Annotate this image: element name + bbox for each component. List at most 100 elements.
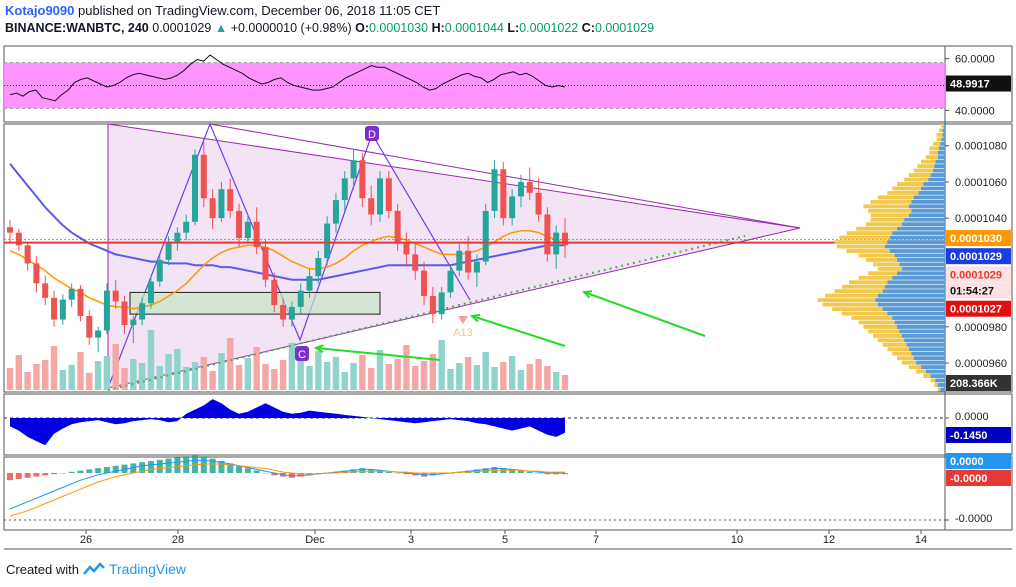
candle-body [535, 192, 542, 215]
volume-profile-up-bar [897, 182, 924, 186]
volume-profile-down-bar [935, 378, 945, 383]
volume-profile-down-bar [940, 141, 945, 146]
macd-histogram-bar [86, 469, 93, 473]
candle-body [324, 223, 331, 258]
tradingview-brand[interactable]: TradingView [108, 561, 187, 577]
candle-body [174, 232, 181, 242]
volume-profile-down-bar [930, 374, 945, 378]
volume-profile-down-bar [911, 208, 945, 213]
volume-profile-down-bar [913, 195, 945, 200]
triangle-pattern [107, 123, 801, 389]
volume-profile-down-bar [942, 132, 945, 137]
price-axis[interactable]: 60.0000 40.0000 48.9917 0.0001080 0.0001060 0… [945, 54, 1011, 525]
volume-bar [323, 362, 331, 390]
volume-bar [517, 370, 525, 390]
volume-bar [33, 364, 40, 390]
osc-frame [3, 393, 1013, 456]
time-tick-label: 10 [731, 534, 743, 546]
volume-profile-up-bar [930, 378, 936, 383]
volume-bar [288, 343, 296, 390]
macd-histogram-bar [359, 468, 366, 473]
volume-profile-down-bar [897, 258, 945, 262]
slow-ma-line [9, 163, 565, 281]
volume-bar [262, 364, 269, 390]
volume-bar [544, 366, 551, 390]
volume-profile-up-bar [877, 195, 914, 200]
macd-histogram-bar [24, 473, 31, 478]
volume-profile-up-bar [868, 271, 897, 276]
oscillator-area [10, 399, 565, 446]
candle-body [465, 250, 472, 273]
volume-profile-up-bar [865, 222, 902, 227]
volume-profile-up-bar [882, 342, 907, 347]
volume-profile-up-bar [868, 208, 912, 213]
macd-histogram-bar [147, 461, 154, 473]
volume-profile-up-bar [909, 173, 931, 177]
time-tick-label: 28 [172, 534, 184, 546]
volume-profile-up-bar [892, 351, 912, 356]
macd-histogram-bar [59, 473, 66, 474]
volume-profile-up-bar [916, 369, 926, 374]
macd-histogram-bar [130, 463, 137, 473]
candle-body [24, 245, 31, 264]
volume-profile-up-bar [937, 387, 941, 392]
candle-body [341, 178, 348, 201]
volume-profile-down-bar [901, 222, 945, 227]
volume-bar [244, 358, 252, 390]
volume-profile-up-bar [863, 325, 897, 329]
annotation-arrow-icon [315, 347, 441, 361]
volume-profile-down-bar [894, 253, 945, 258]
volume-profile-down-bar [892, 231, 945, 236]
macd-histogram-bar [68, 471, 75, 473]
volume-profile-down-bar [933, 168, 945, 173]
last-price: 0.0001029 [152, 21, 212, 35]
macd-histogram-bar [42, 473, 49, 476]
candle-body [526, 181, 533, 193]
candle-body [403, 243, 410, 255]
volume-profile-down-bar [889, 235, 945, 240]
volume-profile-up-bar [933, 141, 941, 146]
change-up-icon: ▲ [214, 21, 228, 35]
volume-profile-up-bar [825, 293, 878, 298]
volume-bar [130, 359, 137, 390]
candle-body [280, 305, 287, 320]
volume-profile-up-bar [822, 302, 878, 307]
volume-profile-down-bar [909, 347, 945, 352]
harmonic-pattern-line [107, 122, 471, 389]
volume-bar [112, 344, 119, 390]
macd-histogram-bar [183, 456, 190, 473]
price-frame [3, 123, 1013, 393]
volume-profile-down-bar [887, 311, 945, 316]
macd-histogram-bar [535, 473, 542, 474]
macd-histogram-bar [218, 461, 225, 473]
volume-profile-down-bar [904, 338, 945, 343]
macd-histogram-bar [562, 473, 568, 475]
macd-histogram-bar [350, 469, 357, 473]
volume-profile-down-bar [897, 325, 945, 329]
ohlc-header: BINANCE:WANBTC, 240 0.0001029 ▲ +0.00000… [5, 21, 654, 35]
fast-ma-line [9, 230, 566, 310]
volume-bar [491, 367, 498, 390]
time-axis[interactable]: 26 28 Dec 3 5 7 10 12 14 [80, 530, 927, 546]
oscillator-pane [4, 399, 945, 446]
macd-histogram-bar [544, 473, 551, 475]
pattern-point-D: D [368, 129, 376, 141]
candle-body [332, 200, 339, 224]
volume-profile-up-bar [837, 244, 885, 249]
macd-histogram-bar [297, 473, 304, 477]
rsi-line [9, 54, 566, 102]
macd-histogram-bar [174, 457, 181, 473]
volume-bar [508, 356, 516, 390]
macd-histogram-bar [121, 464, 128, 473]
volume-profile-down-bar [930, 173, 945, 177]
volume-profile-down-bar [911, 199, 945, 204]
author-name[interactable]: Kotajo9090 [5, 3, 75, 18]
volume-bar [86, 373, 93, 390]
candle-body [315, 258, 322, 277]
rsi-pane [4, 54, 945, 109]
volume-profile-down-bar [892, 275, 945, 280]
volume-bar [182, 367, 190, 390]
candle-body [368, 198, 375, 215]
volume-bar [191, 362, 199, 390]
